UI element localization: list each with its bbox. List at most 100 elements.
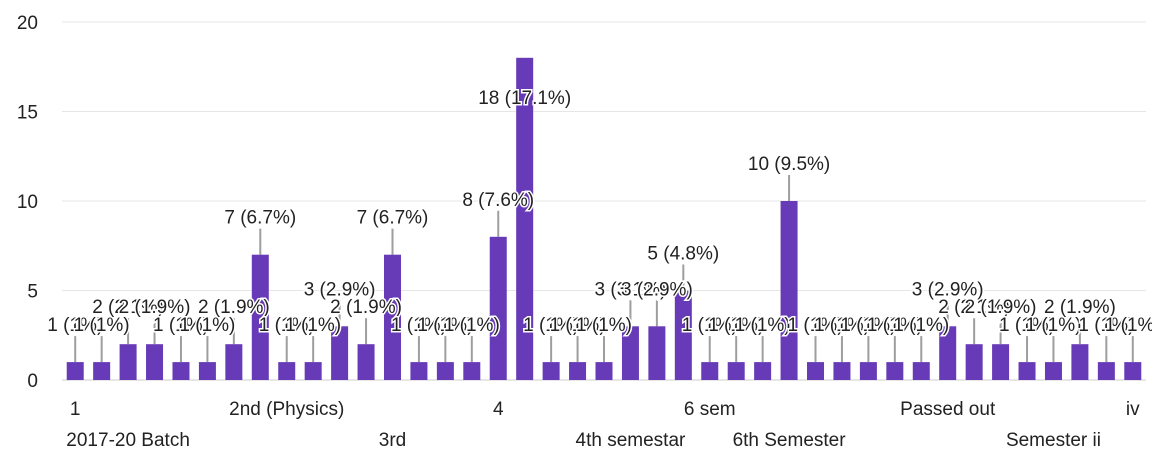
data-label: 2 (2.1%) <box>92 297 164 318</box>
gridlines <box>62 21 1146 381</box>
bar <box>780 201 798 380</box>
data-label: 7 (6.7%) <box>357 208 429 229</box>
bar <box>225 344 243 380</box>
bar <box>410 362 428 380</box>
x-tick-label: Passed out <box>900 399 996 420</box>
bar <box>833 362 851 380</box>
bar <box>992 344 1010 380</box>
bar <box>436 362 454 380</box>
x-tick-label: 4 <box>493 399 504 420</box>
data-label: 1 (1%) <box>867 315 923 336</box>
data-label: 1 (1%) <box>444 315 500 336</box>
y-tick-label: 0 <box>27 371 38 392</box>
data-label: 5 (4.8%) <box>647 244 719 265</box>
bar <box>1071 344 1089 380</box>
bar <box>621 326 639 380</box>
x-tick-label: 6 sem <box>684 399 736 420</box>
x-tick-label: 6th Semester <box>733 430 847 451</box>
data-label: 2 (1.9%) <box>330 297 402 318</box>
bar <box>886 362 904 380</box>
x-tick-label: 4th semestar <box>576 430 686 451</box>
bar <box>93 362 111 380</box>
bar <box>516 57 534 381</box>
bar <box>198 362 216 380</box>
x-tick-label: 2017-20 Batch <box>66 430 190 451</box>
data-label: 1 (1%) <box>735 315 791 336</box>
x-tick-label: 2nd (Physics) <box>229 399 344 420</box>
bar <box>542 362 560 380</box>
data-label: 2 (1.9%) <box>119 297 191 318</box>
data-label: 3 (2.9%) <box>912 279 984 300</box>
y-tick-label: 20 <box>17 13 38 34</box>
bar <box>463 362 481 380</box>
y-tick-label: 5 <box>27 282 38 303</box>
data-label: 1 (1%) <box>788 315 844 336</box>
bar <box>939 326 957 380</box>
data-label: 1 (1%) <box>259 315 315 336</box>
bar <box>66 362 84 380</box>
x-tick-label: 3rd <box>379 430 406 451</box>
data-label: 1 (1%) <box>999 315 1055 336</box>
bar <box>754 362 772 380</box>
data-label: 1 (1%) <box>1025 315 1081 336</box>
bar <box>304 362 322 380</box>
bar <box>1018 362 1036 380</box>
bar <box>1097 362 1115 380</box>
data-label: 2 (1.9%) <box>1044 297 1116 318</box>
x-tick-label: Semester ii <box>1006 430 1101 451</box>
data-label: 1 (1%) <box>179 315 235 336</box>
data-label: 10 (9.5%) <box>748 154 830 175</box>
data-label: 3 (2.9%) <box>304 279 376 300</box>
data-label: 1 (1%) <box>74 315 130 336</box>
data-label: 1 (1%) <box>893 315 949 336</box>
bar <box>1044 362 1062 380</box>
data-label: 2 (1.9%) <box>965 297 1037 318</box>
data-label: 8 (7.6%) <box>462 190 534 211</box>
data-label: 1 (1%) <box>550 315 606 336</box>
data-label: 2 (2.1%) <box>938 297 1010 318</box>
y-tick-label: 15 <box>17 103 38 124</box>
data-labels: 1 (1%)1 (1%)2 (2.1%)2 (1.9%)1 (1%)1 (1%)… <box>46 86 1152 337</box>
bar <box>727 362 745 380</box>
bar <box>278 362 296 380</box>
y-axis-tick-labels: 0 5 10 15 20 <box>17 13 38 392</box>
x-tick-label: 1 <box>70 399 81 420</box>
x-axis-tick-labels: 1 2017-20 Batch 2nd (Physics) 3rd 4 4th semes… <box>66 399 1140 451</box>
bar <box>331 326 349 380</box>
data-label: 18 (17.1%) <box>478 88 571 109</box>
bar <box>674 290 692 380</box>
bar <box>569 362 587 380</box>
data-label: 1 (1%) <box>814 315 870 336</box>
x-tick-label: iv <box>1126 399 1140 420</box>
data-label: 1 (1%) <box>285 315 341 336</box>
data-label: 1 (1%) <box>153 315 209 336</box>
bar <box>119 344 137 380</box>
data-label: 1 (1%) <box>1105 315 1152 336</box>
data-label: 1 (1%) <box>417 315 473 336</box>
bar <box>807 362 825 380</box>
data-label: 7 (6.7%) <box>224 208 296 229</box>
data-label: 1 (1%) <box>708 315 764 336</box>
data-label: 1 (1%) <box>47 315 103 336</box>
data-label: 1 (1%) <box>523 315 579 336</box>
bars <box>66 57 1142 381</box>
bar <box>912 362 930 380</box>
bar <box>1124 362 1142 380</box>
bar <box>965 344 983 380</box>
data-label: 1 (1%) <box>682 315 738 336</box>
data-label: 2 (1.9%) <box>198 297 270 318</box>
bar <box>146 344 164 380</box>
data-label: 1 (1%) <box>576 315 632 336</box>
bar <box>172 362 190 380</box>
data-label: 1 (1%) <box>1078 315 1134 336</box>
y-tick-label: 10 <box>17 192 38 213</box>
data-label: 1 (1%) <box>391 315 447 336</box>
bar <box>357 344 375 380</box>
bar <box>648 326 666 380</box>
bar <box>859 362 877 380</box>
bar <box>595 362 613 380</box>
bar <box>701 362 719 380</box>
bar <box>489 236 507 380</box>
bar <box>251 254 269 380</box>
